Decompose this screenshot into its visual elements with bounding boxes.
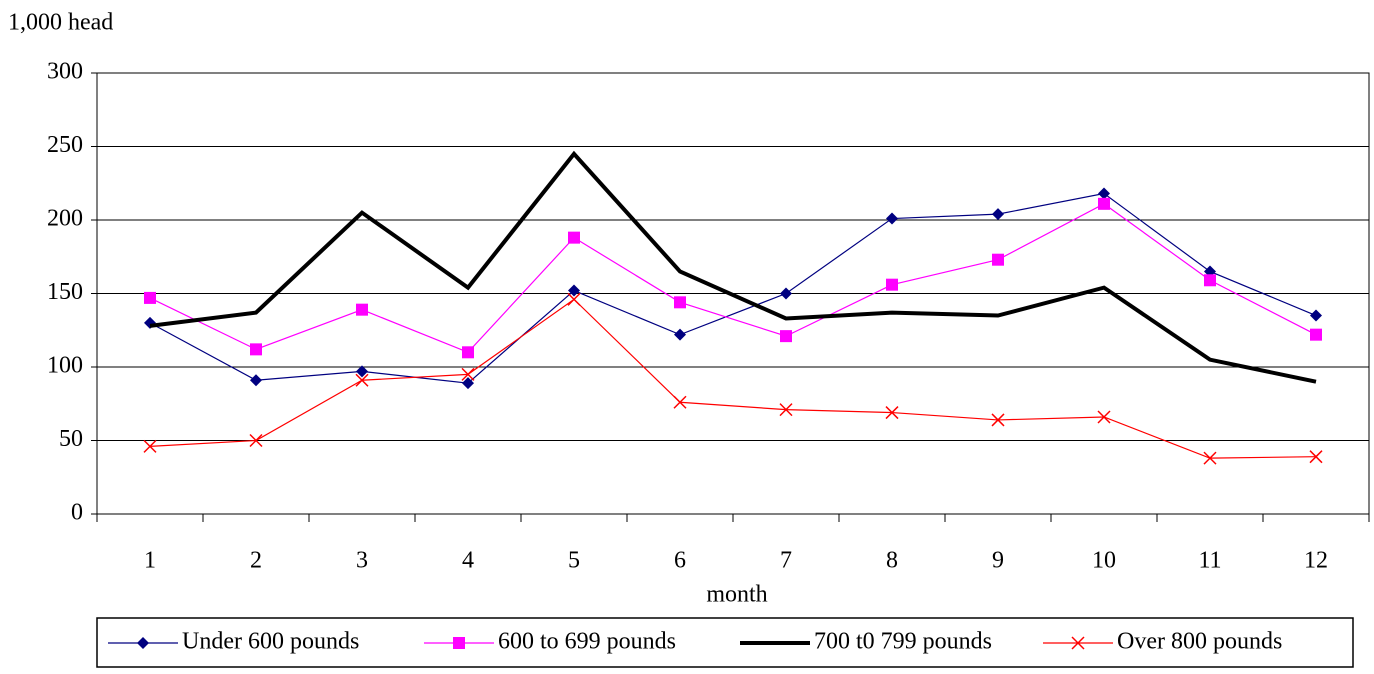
data-point	[1098, 187, 1110, 200]
y-tick-label: 0	[71, 500, 83, 526]
data-point	[249, 433, 263, 448]
legend-marker	[137, 637, 149, 649]
data-point	[461, 367, 475, 381]
legend-marker	[453, 637, 465, 649]
x-tick-label: 9	[992, 548, 1004, 574]
legend-label: Under 600 pounds	[182, 629, 359, 655]
data-point	[567, 292, 581, 306]
data-point	[885, 406, 899, 420]
data-point	[1098, 197, 1110, 210]
data-point	[886, 212, 898, 225]
y-tick-label: 100	[47, 353, 83, 379]
y-axis-label: 1,000 head	[8, 10, 113, 36]
y-tick-label: 300	[47, 59, 83, 85]
data-point	[1310, 309, 1322, 322]
x-tick-label: 7	[780, 548, 792, 574]
data-point	[1310, 328, 1322, 341]
x-tick-label: 6	[674, 548, 686, 574]
data-point	[992, 208, 1004, 221]
x-tick-label: 11	[1198, 548, 1221, 574]
data-point	[250, 374, 262, 387]
legend-label: Over 800 pounds	[1117, 629, 1282, 655]
data-point	[462, 346, 474, 359]
data-point	[1309, 450, 1323, 464]
series-line	[149, 192, 1317, 384]
data-point	[673, 395, 687, 409]
data-point	[1204, 274, 1216, 287]
x-tick-label: 5	[568, 548, 580, 574]
x-tick-label: 3	[356, 548, 368, 574]
data-point	[144, 291, 156, 304]
data-point	[462, 377, 474, 390]
data-point	[780, 330, 792, 343]
data-point	[674, 296, 686, 309]
x-tick-label: 2	[250, 548, 262, 574]
series-line	[149, 203, 1317, 354]
legend-box	[96, 617, 1354, 668]
series-line	[149, 150, 1317, 384]
legend-label: 600 to 699 pounds	[498, 629, 676, 655]
y-tick-label: 50	[59, 426, 83, 452]
legend-label: 700 t0 799 pounds	[814, 629, 992, 655]
x-tick-label: 10	[1092, 548, 1116, 574]
x-tick-label: 12	[1304, 548, 1328, 574]
x-tick-label: 4	[462, 548, 474, 574]
data-point	[355, 373, 369, 387]
data-point	[780, 287, 792, 300]
legend-marker	[1071, 636, 1085, 650]
data-point	[886, 278, 898, 291]
data-point	[356, 365, 368, 378]
data-point	[992, 253, 1004, 266]
data-point	[143, 439, 157, 453]
y-tick-label: 150	[47, 279, 83, 305]
x-tick-label: 1	[144, 548, 156, 574]
data-point	[779, 403, 793, 417]
data-point	[1203, 451, 1217, 465]
data-point	[356, 303, 368, 316]
series-line	[149, 298, 1317, 459]
data-point	[568, 284, 580, 297]
x-tick-label: 8	[886, 548, 898, 574]
data-point	[1097, 410, 1111, 424]
data-point	[991, 413, 1005, 427]
y-tick-label: 250	[47, 132, 83, 158]
x-axis-label: month	[706, 582, 767, 608]
y-tick-label: 200	[47, 206, 83, 232]
data-point	[674, 328, 686, 341]
data-point	[568, 231, 580, 244]
data-point	[250, 343, 262, 356]
